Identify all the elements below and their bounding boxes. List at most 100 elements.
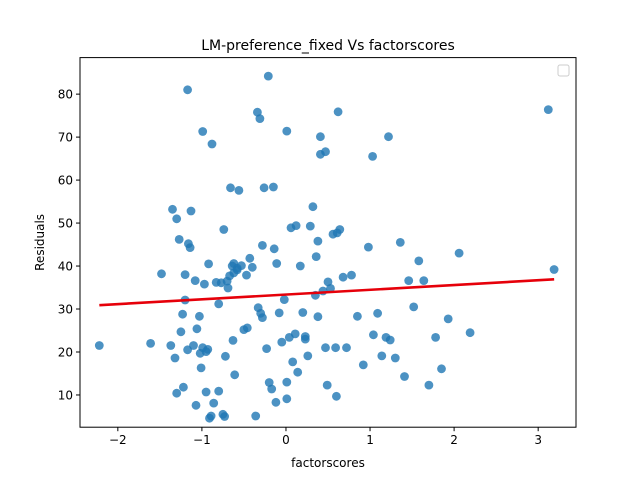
- data-point: [247, 262, 257, 272]
- x-axis-ticks: −2 −1 0 1 2 3: [109, 427, 542, 447]
- scatter-points: [94, 71, 559, 423]
- regression-line-group: [99, 278, 555, 307]
- data-point: [364, 242, 373, 252]
- data-point: [191, 400, 201, 410]
- data-point: [214, 299, 224, 309]
- data-point: [300, 332, 310, 341]
- y-tick-label: 10: [58, 388, 73, 402]
- data-point: [259, 183, 269, 193]
- data-point: [94, 341, 104, 350]
- data-point: [395, 238, 405, 247]
- data-point: [251, 411, 261, 421]
- data-point: [258, 313, 267, 322]
- data-point: [332, 391, 341, 401]
- data-point: [308, 202, 318, 212]
- data-point: [269, 182, 278, 192]
- data-point: [465, 328, 475, 338]
- data-point: [313, 236, 323, 246]
- data-point: [291, 221, 301, 231]
- data-point: [303, 351, 313, 361]
- data-point: [157, 269, 166, 279]
- data-point: [368, 152, 377, 161]
- data-point: [409, 302, 419, 312]
- regression-line: [99, 278, 555, 307]
- data-point: [311, 252, 321, 261]
- data-point: [186, 206, 196, 216]
- x-tick-label: −2: [109, 433, 127, 447]
- data-point: [279, 295, 289, 304]
- data-point: [230, 370, 240, 380]
- y-axis-ticks: 10 20 30 40 50 60 70 80: [58, 88, 80, 402]
- data-point: [267, 384, 277, 394]
- data-point: [170, 353, 180, 363]
- data-point: [282, 394, 292, 404]
- data-point: [338, 272, 348, 282]
- plot-area-frame: [79, 57, 577, 428]
- data-point: [172, 214, 182, 224]
- data-point: [321, 343, 330, 353]
- data-point: [242, 323, 252, 333]
- data-point: [437, 364, 446, 374]
- data-point: [195, 311, 204, 321]
- data-point: [333, 107, 343, 117]
- x-tick-label: 2: [450, 433, 458, 447]
- y-tick-label: 40: [58, 260, 73, 274]
- data-point: [543, 105, 553, 114]
- data-point: [198, 127, 208, 136]
- data-point: [288, 357, 298, 367]
- y-tick-label: 60: [58, 174, 73, 188]
- data-point: [258, 241, 267, 250]
- data-point: [414, 256, 424, 266]
- data-point: [172, 388, 182, 398]
- data-point: [321, 147, 330, 157]
- data-point: [271, 397, 281, 407]
- data-point: [174, 235, 184, 244]
- data-point: [326, 284, 335, 293]
- data-point: [290, 329, 300, 339]
- data-point: [219, 225, 229, 234]
- data-point: [229, 259, 239, 268]
- y-axis-label: Residuals: [33, 214, 47, 271]
- data-point: [277, 337, 287, 347]
- data-point: [201, 387, 211, 397]
- data-point: [200, 279, 209, 289]
- data-point: [369, 330, 378, 340]
- data-point: [373, 308, 382, 318]
- data-point: [146, 339, 156, 348]
- data-point: [305, 221, 315, 231]
- data-point: [342, 343, 351, 353]
- data-point: [192, 324, 202, 334]
- x-tick-label: 1: [366, 433, 374, 447]
- chart-title: LM-preference_fixed Vs factorscores: [201, 38, 455, 54]
- data-point: [226, 183, 235, 193]
- data-point: [390, 353, 400, 363]
- data-point: [223, 283, 233, 293]
- x-tick-label: 0: [282, 433, 290, 447]
- data-point: [331, 343, 340, 353]
- data-point: [419, 276, 429, 285]
- data-point: [269, 244, 279, 254]
- data-point: [214, 386, 224, 396]
- data-point: [282, 126, 292, 136]
- data-point: [183, 85, 193, 95]
- y-tick-label: 30: [58, 303, 73, 317]
- data-point: [316, 132, 325, 142]
- data-point: [272, 259, 282, 268]
- data-point: [322, 380, 332, 390]
- x-tick-label: −1: [193, 433, 211, 447]
- data-point: [237, 261, 246, 270]
- data-point: [274, 308, 284, 318]
- data-point: [180, 270, 190, 279]
- data-point: [384, 132, 393, 142]
- data-point: [196, 363, 206, 373]
- data-point: [431, 333, 440, 342]
- data-point: [335, 225, 345, 234]
- data-point: [358, 360, 368, 370]
- data-point: [206, 411, 216, 421]
- data-point: [190, 276, 200, 285]
- data-point: [176, 327, 186, 337]
- data-point: [179, 382, 188, 392]
- data-point: [404, 276, 414, 285]
- data-point: [313, 312, 323, 322]
